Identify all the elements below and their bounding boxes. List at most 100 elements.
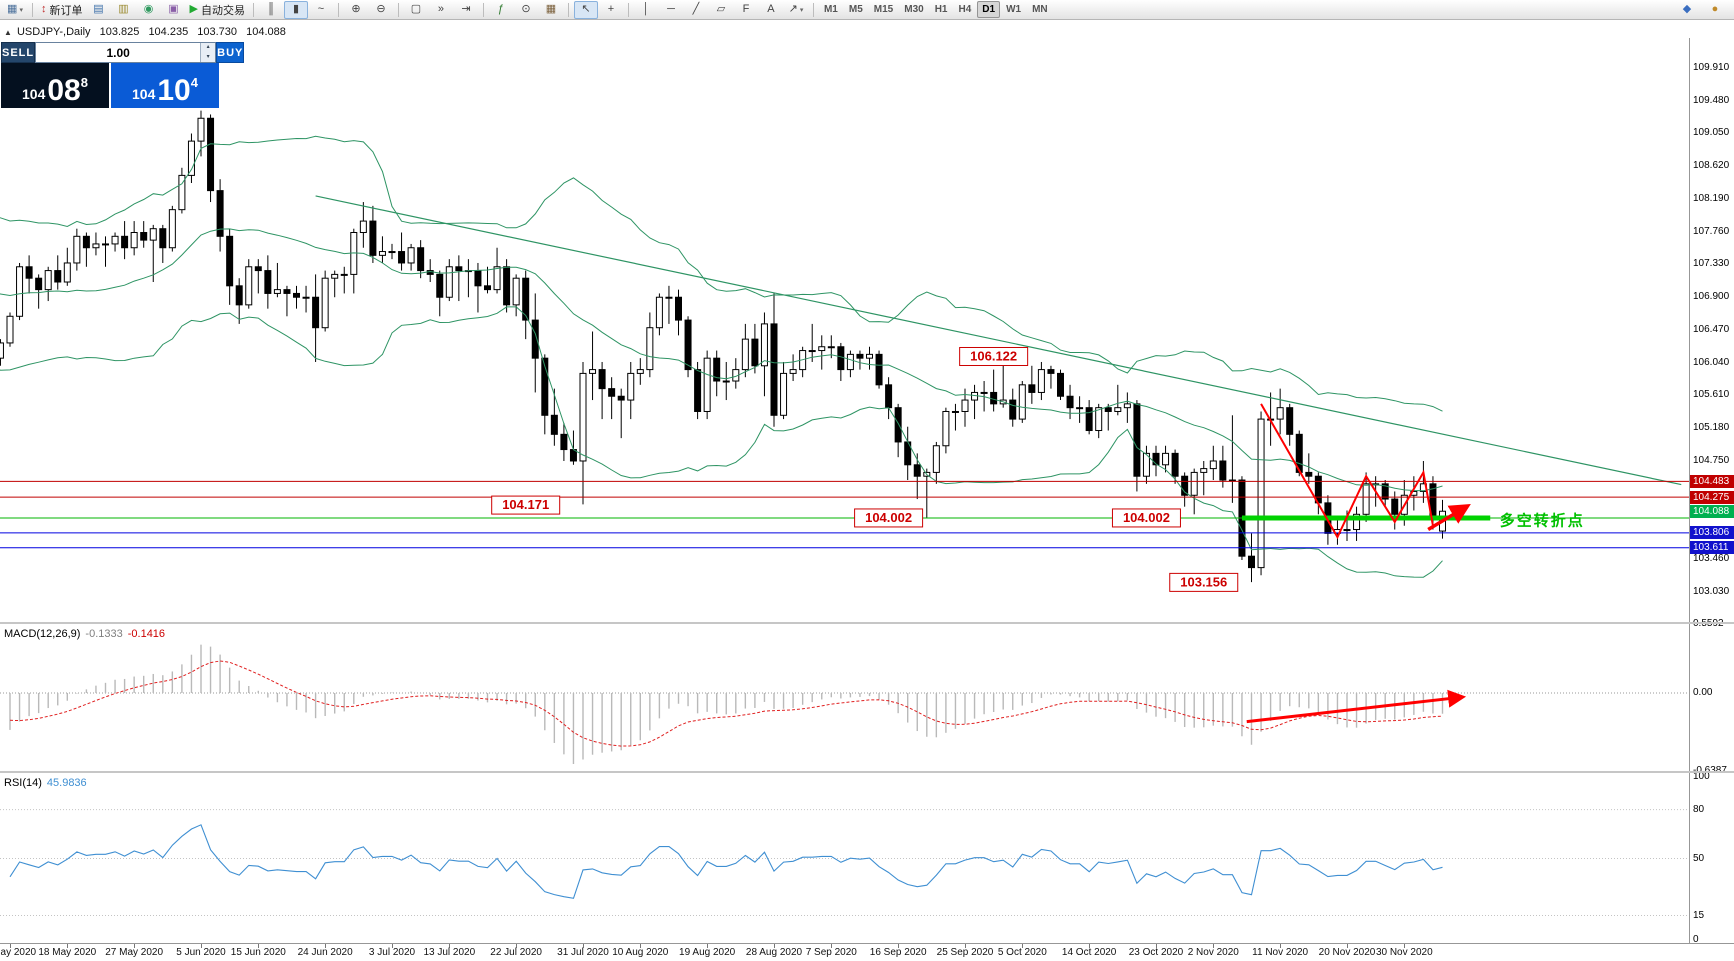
price-axis-label: 106.040	[1693, 356, 1730, 368]
price-axis-label: 107.330	[1693, 258, 1730, 270]
tile-windows-icon[interactable]: ▢	[404, 1, 428, 19]
volume-decrease-button[interactable]	[201, 52, 216, 62]
buy-price-sup: 4	[190, 75, 198, 90]
sell-button[interactable]: SELL	[1, 42, 36, 63]
navigator-icon: ◉	[143, 3, 154, 15]
price-annotation-box[interactable]: 103.156	[1169, 572, 1239, 592]
panel-separator[interactable]	[0, 771, 1734, 773]
timeframe-m1-button[interactable]: M1	[823, 4, 838, 15]
crosshair-icon: +	[607, 3, 615, 15]
time-axis-label: 16 Sep 2020	[869, 947, 927, 958]
volume-field	[35, 42, 217, 63]
market-watch-icon[interactable]: ▤	[87, 1, 111, 19]
new-order-button[interactable]: ↕ 新订单	[41, 3, 83, 17]
price-axis-label: 105.180	[1693, 422, 1730, 434]
price-axis-label: 109.480	[1693, 94, 1730, 106]
price-annotation-box[interactable]: 106.122	[959, 346, 1029, 366]
close-value: 104.088	[246, 26, 286, 38]
axis-separator	[1689, 38, 1690, 943]
toolbar-extra-icon-2[interactable]: ●	[1711, 3, 1719, 15]
price-chart[interactable]: 106.122 104.171 104.002 104.002 103.156 多空转折点	[0, 38, 1689, 622]
timeframe-m5-button[interactable]: M5	[848, 4, 863, 15]
timeframe-m30-button[interactable]: M30	[904, 4, 924, 15]
buy-price-panel[interactable]: 104 10 4	[111, 63, 219, 108]
price-annotation-box[interactable]: 104.171	[491, 495, 561, 515]
navigator-icon[interactable]: ◉	[137, 1, 161, 19]
zigzag-annotation[interactable]	[1260, 403, 1434, 540]
up-arrow-annotation[interactable]	[1427, 503, 1471, 532]
autotrading-button[interactable]: ▶ 自动交易	[189, 3, 245, 17]
templates-icon: ▦	[545, 3, 557, 15]
indicators-icon[interactable]: ƒ	[489, 1, 513, 19]
zoom-out-icon[interactable]: ⊖	[369, 1, 393, 19]
arrows-tool-icon[interactable]: ↗	[784, 1, 808, 19]
price-axis-label: 107.760	[1693, 225, 1730, 237]
terminal-icon: ▣	[168, 3, 179, 15]
chart-info-line: ▲ USDJPY-,Daily 103.825 104.235 103.730 …	[4, 26, 286, 38]
arrows-tool-icon: ↗	[788, 3, 798, 15]
auto-scroll-icon[interactable]: »	[429, 1, 453, 19]
auto-scroll-icon: »	[437, 3, 445, 15]
charts-group-icon[interactable]: ▦	[3, 1, 27, 19]
data-window-icon: ▥	[118, 3, 129, 15]
time-axis-label: 19 Aug 2020	[679, 947, 736, 958]
rsi-axis-label: 15	[1693, 909, 1705, 921]
price-annotation-box[interactable]: 104.002	[854, 508, 924, 528]
price-axis[interactable]: 109.910 109.480 109.050 108.620 108.190 107.7…	[1690, 38, 1734, 945]
vertical-line-icon[interactable]: │	[634, 1, 658, 19]
macd-arrow-annotation[interactable]	[1246, 689, 1467, 724]
market-watch-icon: ▤	[93, 3, 104, 15]
rsi-axis-label: 100	[1693, 771, 1710, 782]
timeframe-h4-button[interactable]: H4	[958, 4, 972, 15]
trendline-icon[interactable]: ╱	[684, 1, 708, 19]
periods-icon[interactable]: ⊙	[514, 1, 538, 19]
descending-trendline[interactable]	[315, 195, 1682, 486]
time-axis-label: 18 May 2020	[38, 947, 97, 958]
data-window-icon[interactable]: ▥	[112, 1, 136, 19]
volume-input[interactable]	[36, 43, 201, 62]
text-label-icon[interactable]: A	[759, 1, 783, 19]
rsi-axis-label: 80	[1693, 803, 1705, 815]
timeframe-h1-button[interactable]: H1	[934, 4, 948, 15]
buy-price-head: 104	[132, 86, 156, 102]
timeframe-w1-button[interactable]: W1	[1006, 4, 1022, 15]
buy-button[interactable]: BUY	[216, 42, 245, 63]
price-axis-label: 103.460	[1693, 553, 1730, 565]
timeframe-d1-button[interactable]: D1	[977, 1, 1001, 18]
channel-icon[interactable]: ▱	[709, 1, 733, 19]
rsi-line	[9, 824, 1443, 899]
time-axis-label: 11 Nov 2020	[1252, 947, 1309, 958]
horizontal-line-icon[interactable]: ─	[659, 1, 683, 19]
rsi-panel[interactable]	[0, 773, 1689, 943]
templates-icon[interactable]: ▦	[539, 1, 563, 19]
sell-price-panel[interactable]: 104 08 8	[1, 63, 111, 108]
macd-panel[interactable]	[0, 624, 1689, 771]
timeframe-m15-button[interactable]: M15	[873, 4, 894, 15]
chart-shift-icon: ⇥	[461, 3, 471, 15]
chart-shift-icon[interactable]: ⇥	[454, 1, 478, 19]
macd-axis-label: 0.00	[1693, 687, 1713, 698]
time-axis-label: 14 Oct 2020	[1061, 947, 1117, 958]
volume-increase-button[interactable]	[201, 43, 216, 53]
turning-point-label[interactable]: 多空转折点	[1500, 511, 1585, 529]
line-chart-mode-icon[interactable]: ~	[309, 1, 333, 19]
panel-separator[interactable]	[0, 622, 1734, 624]
periods-icon: ⊙	[521, 3, 531, 15]
price-tag: 103.611	[1690, 541, 1734, 555]
price-annotation-box[interactable]: 104.002	[1111, 508, 1181, 528]
symbol-period-label: USDJPY-,Daily	[16, 26, 91, 38]
toolbar-extra-icon-1[interactable]: ◆	[1682, 3, 1692, 15]
candlestick-mode-icon[interactable]: ▮	[283, 0, 308, 19]
fibonacci-icon[interactable]: F	[734, 1, 758, 19]
cursor-icon[interactable]: ↖	[573, 0, 598, 19]
line-chart-mode-icon: ~	[317, 3, 325, 15]
terminal-icon[interactable]: ▣	[162, 1, 186, 19]
zoom-in-icon[interactable]: ⊕	[344, 1, 368, 19]
crosshair-icon[interactable]: +	[599, 1, 623, 19]
trendline-icon: ╱	[692, 3, 700, 15]
timeframe-mn-button[interactable]: MN	[1032, 4, 1048, 15]
bar-chart-mode-icon[interactable]: ║	[259, 1, 283, 19]
chart-window[interactable]: ▲ USDJPY-,Daily 103.825 104.235 103.730 …	[0, 19, 1734, 961]
macd-axis-label: 0.5592	[1693, 618, 1724, 630]
